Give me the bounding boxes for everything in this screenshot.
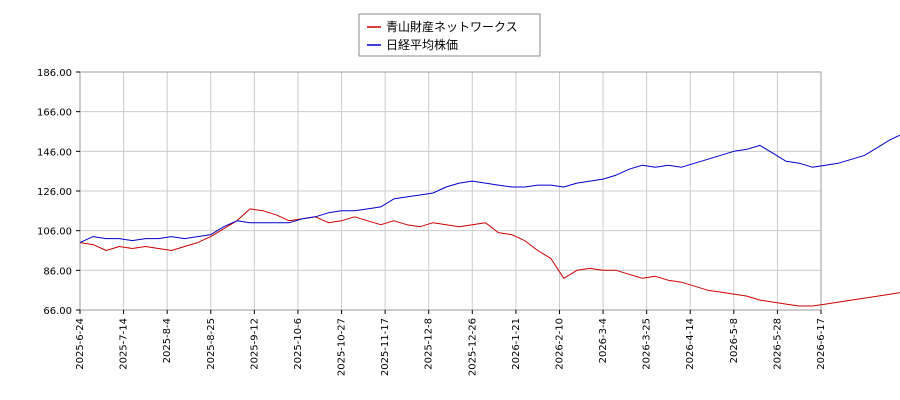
x-tick-label: 2026-3-25 [642,318,653,370]
x-tick-label: 2025-12-26 [467,318,478,376]
x-tick-label: 2026-5-28 [772,318,783,370]
y-tick-label: 86.00 [43,266,72,277]
x-tick-label: 2026-1-21 [511,318,522,370]
y-tick-label: 126.00 [37,187,72,198]
x-tick-label: 2026-2-10 [554,318,565,370]
x-tick-label: 2026-3-4 [598,318,609,363]
x-tick-label: 2025-9-12 [249,318,260,370]
x-tick-label: 2026-5-8 [729,318,740,363]
x-tick-label: 2025-11-17 [380,318,391,376]
x-tick-label: 2025-7-14 [119,318,130,370]
x-tick-label: 2025-10-27 [337,318,348,376]
series-line-2 [79,134,900,244]
y-tick-label: 146.00 [37,147,72,158]
x-axis: 2025-6-24 2025-7-14 2025-8-4 2025-8-25 2025-… [75,310,827,376]
gridlines [79,71,822,311]
x-tick-label: 2025-8-4 [162,318,173,363]
legend-box [358,13,541,57]
series-line-1 [79,208,900,307]
series-lines [79,134,900,307]
legend-label-series-2: 日経平均株価 [386,37,458,52]
x-tick-label: 2025-12-8 [424,318,435,370]
x-tick-label: 2026-6-17 [816,318,827,370]
x-tick-label: 2025-10-6 [293,318,304,370]
y-tick-label: 186.00 [37,68,72,79]
y-tick-label: 166.00 [37,108,72,119]
legend-label-series-1: 青山財産ネットワークス [386,19,518,34]
x-tick-label: 2025-6-24 [75,318,86,370]
x-tick-label: 2026-4-14 [685,318,696,370]
x-tick-label: 2025-8-25 [206,318,217,370]
legend: 青山財産ネットワークス 日経平均株価 [358,13,541,57]
y-axis: 186.00 166.00 146.00 126.00 106.00 86.00 66.00 [37,68,80,317]
y-tick-label: 66.00 [43,306,72,317]
y-tick-label: 106.00 [37,227,72,238]
